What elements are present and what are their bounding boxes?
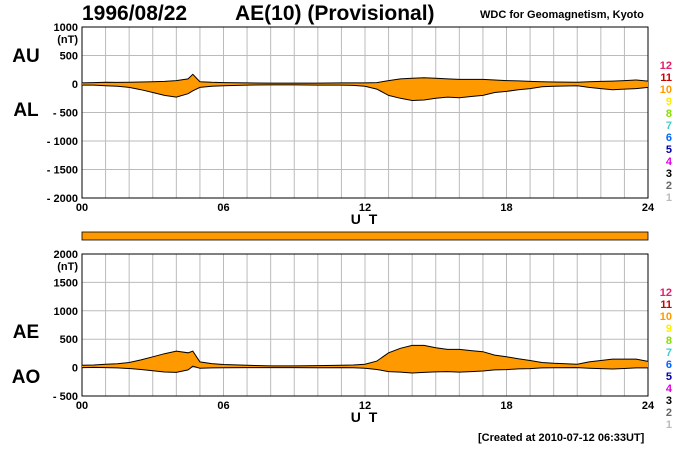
panel-bottom-legend-level: 2 xyxy=(666,407,672,419)
chart-title: AE(10) (Provisional) xyxy=(235,2,435,25)
panel-top-legend-level: 1 xyxy=(666,192,672,204)
panel-bottom-legend-level: 12 xyxy=(660,287,672,299)
panel-top-legend-level: 2 xyxy=(666,180,672,192)
panel-top-series-label-au: AU xyxy=(12,46,39,67)
chart-date: 1996/08/22 xyxy=(82,2,188,25)
panel-bottom-line-ae xyxy=(81,344,649,367)
panel-top-ytick-label: - 1000 xyxy=(47,136,78,148)
panel-bottom-legend-level: 6 xyxy=(666,359,672,371)
panel-bottom-xtick-label: 12 xyxy=(359,400,371,412)
panel-top-legend-level: 11 xyxy=(660,72,672,84)
panel-top-series-label-al: AL xyxy=(13,100,39,121)
panel-top-ytick-label: 0 xyxy=(72,79,78,91)
source-credit: WDC for Geomagnetism, Kyoto xyxy=(480,9,644,21)
panel-bottom-frame xyxy=(81,253,649,397)
panel-top-xlabel: U T xyxy=(351,211,380,227)
panel-bottom-legend-level: 7 xyxy=(666,347,672,359)
panel-bottom-xtick-label: 00 xyxy=(76,400,88,412)
panel-bottom-legend-level: 3 xyxy=(666,395,672,407)
panel-bottom-legend-level: 8 xyxy=(666,335,672,347)
panel-bottom-ytick-label: 1000 xyxy=(54,306,78,318)
panel-bottom-ytick-label: - 500 xyxy=(53,391,78,403)
data-coverage-bar xyxy=(81,231,649,241)
panel-top-legend-level: 3 xyxy=(666,168,672,180)
panel-top-legend-level: 6 xyxy=(666,132,672,144)
panel-top-ytick-label: - 2000 xyxy=(47,193,78,205)
panel-bottom-line-ao xyxy=(81,365,648,374)
panel-top-xtick-label: 06 xyxy=(217,202,229,214)
panel-bottom-ytick-label: 1500 xyxy=(54,277,78,289)
panel-bottom-ytick-label: 500 xyxy=(60,334,78,346)
panel-bottom-xtick-label: 06 xyxy=(217,400,229,412)
panel-bottom-fill-area xyxy=(82,345,648,373)
panel-bottom-xtick-label: 18 xyxy=(500,400,512,412)
panel-bottom-legend-level: 1 xyxy=(666,419,672,431)
panel-top-legend-level: 5 xyxy=(666,144,672,156)
panel-bottom-series-label-ae: AE xyxy=(13,322,39,343)
panel-bottom-legend-level: 9 xyxy=(666,323,672,335)
panel-top-xtick-label: 00 xyxy=(76,202,88,214)
panel-top-legend-level: 7 xyxy=(666,120,672,132)
panel-bottom-legend-level: 4 xyxy=(666,383,673,395)
panel-bottom-ytick-label: 2000 xyxy=(54,249,78,261)
panel-top-legend-level: 10 xyxy=(660,84,672,96)
created-timestamp: [Created at 2010-07-12 06:33UT] xyxy=(478,432,645,444)
panel-bottom-legend-level: 11 xyxy=(660,299,672,311)
panel-top-line-au xyxy=(81,73,649,84)
panel-top-yunit: (nT) xyxy=(57,34,78,46)
panel-bottom-legend-level: 5 xyxy=(666,371,672,383)
panel-top-ytick-label: - 500 xyxy=(53,108,78,120)
panel-top-legend-level: 4 xyxy=(666,156,673,168)
panel-top-legend-level: 9 xyxy=(666,96,672,108)
panel-top-xtick-label: 18 xyxy=(500,202,512,214)
panel-bottom-ytick-label: 0 xyxy=(72,363,78,375)
panel-top-legend-level: 8 xyxy=(666,108,672,120)
panel-top-legend-level: 12 xyxy=(660,60,672,72)
panel-top-ytick-label: 1000 xyxy=(54,22,78,34)
panel-top-line-al xyxy=(82,84,649,102)
panel-top-frame xyxy=(81,26,649,199)
panel-bottom-yunit: (nT) xyxy=(57,261,78,273)
panel-bottom-legend-level: 10 xyxy=(660,311,672,323)
panel-bottom-series-label-ao: AO xyxy=(12,367,41,388)
panel-bottom-xlabel: U T xyxy=(351,409,380,425)
panel-top-xtick-label: 24 xyxy=(642,202,655,214)
panel-top-ytick-label: - 1500 xyxy=(47,165,78,177)
panel-top-ytick-label: 500 xyxy=(60,51,78,63)
panel-bottom-xtick-label: 24 xyxy=(642,400,655,412)
panel-top-xtick-label: 12 xyxy=(359,202,371,214)
